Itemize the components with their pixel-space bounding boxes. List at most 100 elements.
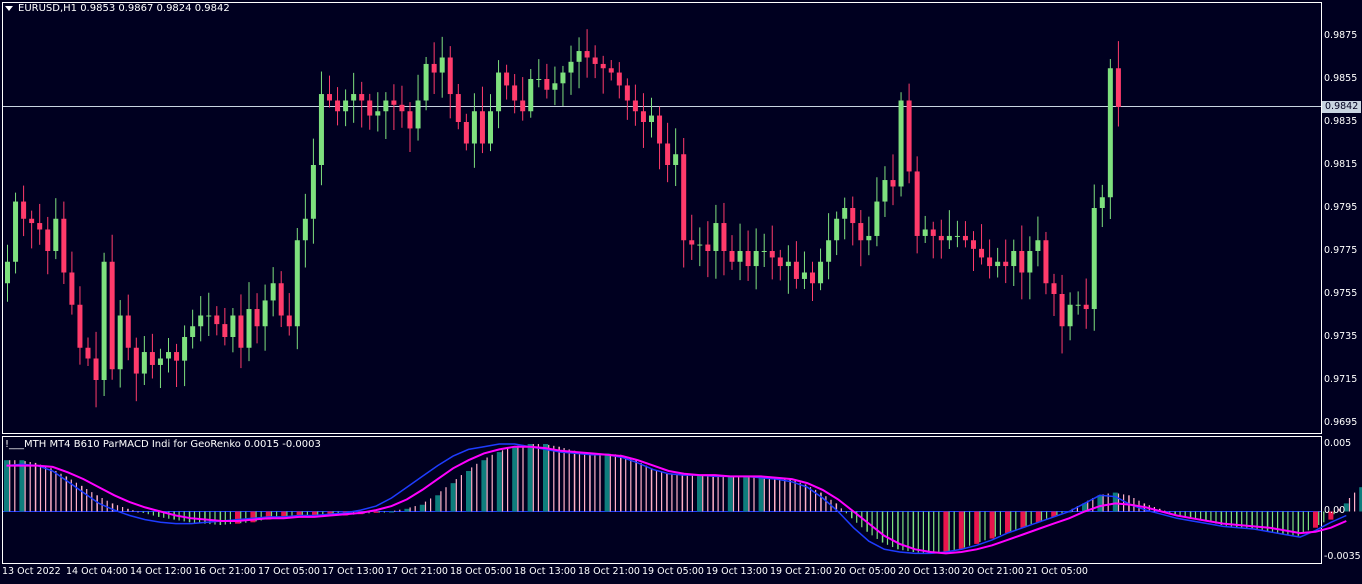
- candle: [367, 93, 373, 130]
- macd-bar: [455, 479, 457, 512]
- macd-bar: [245, 511, 247, 523]
- candle: [657, 106, 663, 170]
- candle: [689, 214, 695, 260]
- macd-bar: [943, 511, 949, 552]
- candle: [785, 245, 791, 294]
- macd-bar: [219, 511, 222, 525]
- candle: [697, 227, 703, 267]
- macd-bar: [430, 498, 432, 512]
- macd-bar: [553, 445, 555, 512]
- macd-bar: [1261, 511, 1263, 531]
- macd-bar: [963, 511, 966, 548]
- candle: [850, 196, 856, 246]
- candle: [898, 92, 904, 197]
- macd-bar: [1082, 503, 1087, 512]
- macd-bar: [1359, 487, 1362, 512]
- macd-bar: [1097, 495, 1103, 512]
- macd-bar: [702, 475, 704, 512]
- macd-bar: [809, 487, 812, 512]
- macd-bar: [999, 511, 1001, 535]
- candle: [745, 230, 751, 281]
- time-tick-label: 13 Oct 2022: [2, 566, 61, 577]
- macd-bar: [1123, 494, 1125, 512]
- candle: [608, 60, 614, 81]
- macd-bar: [1307, 511, 1309, 531]
- macd-bar: [229, 511, 231, 525]
- macd-bar: [717, 476, 719, 512]
- candle: [616, 62, 622, 99]
- candle: [423, 56, 429, 111]
- macd-bar: [922, 511, 924, 553]
- candle: [1091, 184, 1097, 331]
- macd-bar: [681, 475, 684, 512]
- macd-bar: [1092, 498, 1094, 512]
- candle: [1083, 278, 1089, 329]
- candle: [1115, 41, 1121, 127]
- candle: [954, 220, 960, 248]
- macd-bar: [789, 479, 791, 512]
- candle: [463, 113, 469, 151]
- candle: [721, 202, 727, 276]
- macd-bar: [578, 451, 581, 512]
- candle: [1075, 291, 1081, 315]
- candle: [141, 336, 147, 386]
- macd-bar: [897, 511, 899, 550]
- macd-bar: [1169, 511, 1171, 513]
- candle: [157, 348, 163, 389]
- macd-bar: [147, 511, 149, 515]
- macd-bar: [938, 511, 940, 553]
- macd-bar: [496, 452, 502, 512]
- macd-bar: [1220, 511, 1223, 525]
- macd-bar: [75, 482, 77, 512]
- macd-bar: [1174, 511, 1176, 515]
- macd-bar: [1251, 511, 1253, 530]
- candle: [455, 83, 461, 130]
- candle: [238, 294, 244, 369]
- candle: [1099, 184, 1105, 228]
- candle: [415, 74, 421, 141]
- macd-histogram-group: [4, 444, 1362, 554]
- macd-bar: [65, 476, 68, 512]
- macd-bar: [450, 483, 456, 512]
- candle: [1107, 58, 1113, 219]
- macd-bar: [424, 501, 427, 512]
- macd-bar: [286, 511, 288, 518]
- candle: [649, 97, 654, 138]
- candle: [101, 252, 107, 397]
- macd-bar: [861, 511, 863, 528]
- macd-bar: [1010, 511, 1012, 532]
- candle: [182, 325, 188, 387]
- candle: [93, 331, 99, 408]
- time-tick-label: 21 Oct 05:00: [1026, 566, 1088, 577]
- candle: [21, 185, 27, 237]
- macd-bar: [661, 471, 663, 512]
- macd-bar: [594, 453, 596, 512]
- macd-bar: [1256, 511, 1258, 530]
- macd-bar: [743, 476, 749, 512]
- macd-bar: [317, 511, 319, 517]
- macd-bar: [1210, 511, 1212, 523]
- macd-bar: [501, 450, 504, 512]
- macd-bar: [804, 484, 807, 512]
- macd-bar: [871, 511, 873, 536]
- candles-group: [5, 29, 1121, 408]
- candle: [568, 45, 574, 95]
- candle: [431, 42, 437, 95]
- candle: [584, 29, 590, 78]
- macd-bar: [409, 507, 411, 512]
- symbol-header: EURUSD,H1 0.9853 0.9867 0.9824 0.9842: [18, 3, 230, 14]
- candle: [125, 294, 131, 361]
- candle: [737, 223, 743, 281]
- macd-bar: [784, 478, 786, 512]
- macd-bar: [39, 464, 42, 512]
- macd-bar: [1102, 494, 1104, 512]
- macd-bar: [127, 508, 129, 512]
- candle: [834, 211, 840, 256]
- chart-menu-triangle-icon[interactable]: [5, 6, 13, 11]
- macd-bar: [1277, 511, 1279, 534]
- candle: [335, 87, 341, 126]
- macd-bar: [650, 468, 653, 512]
- candle: [1067, 292, 1073, 341]
